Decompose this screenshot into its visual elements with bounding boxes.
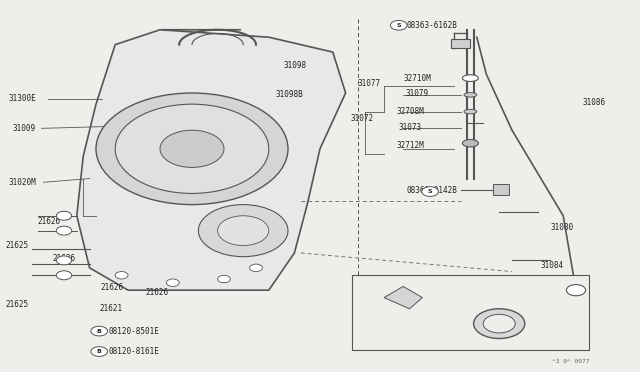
Circle shape: [390, 20, 407, 30]
Ellipse shape: [462, 75, 479, 81]
Circle shape: [91, 347, 108, 356]
Ellipse shape: [464, 109, 477, 114]
Text: S: S: [428, 189, 433, 194]
Circle shape: [166, 279, 179, 286]
Text: 31084: 31084: [541, 262, 564, 270]
Circle shape: [115, 272, 128, 279]
Text: 31020M: 31020M: [8, 178, 36, 187]
Text: 31077: 31077: [357, 79, 380, 88]
Text: 21626: 21626: [37, 217, 60, 226]
Text: 08363-6162B: 08363-6162B: [406, 21, 457, 30]
Text: 31300E: 31300E: [8, 94, 36, 103]
Circle shape: [115, 104, 269, 193]
Text: 32712M: 32712M: [397, 141, 424, 150]
Bar: [493, 184, 509, 195]
Circle shape: [250, 264, 262, 272]
Circle shape: [96, 93, 288, 205]
Text: B: B: [97, 328, 102, 334]
Text: 21626: 21626: [100, 283, 124, 292]
Bar: [451, 39, 470, 48]
Text: 32710M: 32710M: [403, 74, 431, 83]
Text: 31080: 31080: [550, 223, 573, 232]
Circle shape: [218, 275, 230, 283]
Circle shape: [566, 285, 586, 296]
Circle shape: [91, 326, 108, 336]
Circle shape: [198, 205, 288, 257]
Text: 08120-8501E: 08120-8501E: [109, 327, 159, 336]
Circle shape: [422, 187, 438, 196]
Text: 21625: 21625: [5, 241, 28, 250]
Circle shape: [160, 130, 224, 167]
Text: 31098: 31098: [284, 61, 307, 70]
Text: 31086: 31086: [582, 98, 605, 107]
Bar: [352, 275, 589, 350]
Text: 21626: 21626: [146, 288, 169, 296]
Text: 32708M: 32708M: [397, 107, 424, 116]
Circle shape: [56, 211, 72, 220]
Text: 31072: 31072: [351, 114, 374, 123]
Ellipse shape: [464, 93, 477, 97]
PathPatch shape: [77, 30, 346, 290]
Ellipse shape: [462, 140, 479, 147]
Text: 31051E: 31051E: [360, 293, 388, 302]
PathPatch shape: [384, 286, 422, 309]
Text: 31300G: 31300G: [460, 309, 487, 318]
Text: 31009: 31009: [13, 124, 36, 133]
Text: ^3 0^ 0077: ^3 0^ 0077: [552, 359, 589, 364]
Circle shape: [56, 271, 72, 280]
Text: 21625: 21625: [5, 300, 28, 309]
Text: B: B: [97, 349, 102, 354]
Text: 31079: 31079: [405, 89, 428, 98]
Circle shape: [56, 256, 72, 265]
Text: 21626: 21626: [52, 254, 76, 263]
Circle shape: [483, 314, 515, 333]
Text: 31073: 31073: [398, 123, 421, 132]
Circle shape: [218, 216, 269, 246]
Text: 08120-8161E: 08120-8161E: [109, 347, 159, 356]
Circle shape: [474, 309, 525, 339]
Circle shape: [56, 226, 72, 235]
Text: 31098B: 31098B: [275, 90, 303, 99]
Text: 21621: 21621: [99, 304, 122, 313]
Text: 31051F: 31051F: [460, 295, 487, 304]
Text: S: S: [396, 23, 401, 28]
Text: 08360-0142B: 08360-0142B: [406, 186, 457, 195]
